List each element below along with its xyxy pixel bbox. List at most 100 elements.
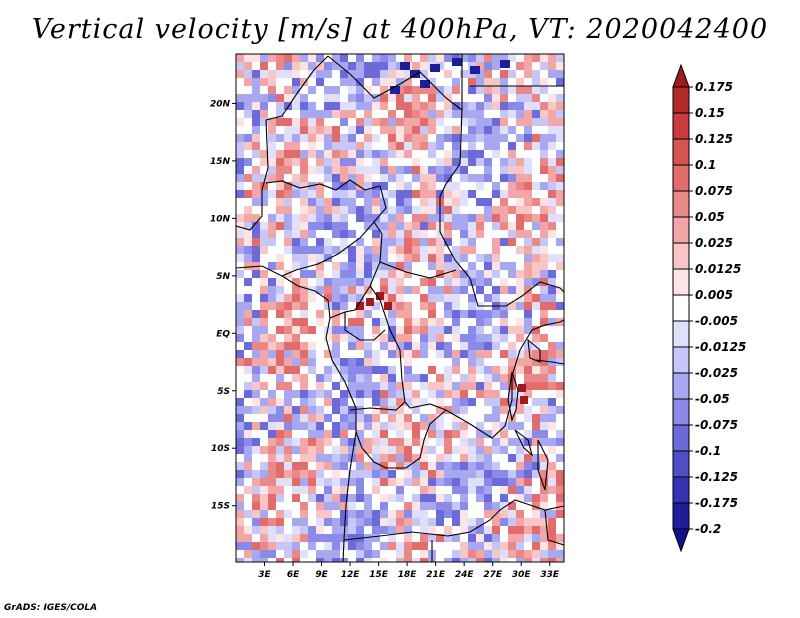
colorbar-label: 0.1 <box>695 158 716 172</box>
field-cell <box>260 62 268 70</box>
field-cell <box>316 166 324 174</box>
field-cell <box>276 142 284 150</box>
field-cell <box>500 526 508 534</box>
field-cell <box>548 286 556 294</box>
field-cell <box>252 454 260 462</box>
field-cell <box>284 206 292 214</box>
field-cell <box>332 534 340 542</box>
field-cell <box>524 510 532 518</box>
field-cell <box>420 342 428 350</box>
field-cell <box>284 438 292 446</box>
field-cell <box>252 446 260 454</box>
field-cell <box>428 158 436 166</box>
field-cell <box>548 198 556 206</box>
field-cell <box>268 294 276 302</box>
field-cell <box>396 134 404 142</box>
field-cell <box>532 518 540 526</box>
field-cell-strong <box>430 64 440 72</box>
field-cell <box>372 374 380 382</box>
field-cell <box>556 278 564 286</box>
field-cell <box>284 462 292 470</box>
field-cell <box>500 326 508 334</box>
field-cell <box>380 174 388 182</box>
field-cell <box>332 350 340 358</box>
field-cell <box>444 86 452 94</box>
field-cell <box>244 150 252 158</box>
field-cell <box>548 334 556 342</box>
field-cell <box>548 558 556 562</box>
field-cell <box>452 486 460 494</box>
field-cell <box>420 278 428 286</box>
field-cell <box>348 342 356 350</box>
field-cell <box>508 134 516 142</box>
field-cell <box>380 134 388 142</box>
field-cell <box>436 542 444 550</box>
field-cell <box>300 246 308 254</box>
field-cell <box>524 62 532 70</box>
field-cell <box>556 62 564 70</box>
field-cell <box>356 366 364 374</box>
field-cell <box>308 142 316 150</box>
field-cell <box>348 478 356 486</box>
field-cell <box>300 310 308 318</box>
field-cell <box>276 86 284 94</box>
field-cell <box>516 542 524 550</box>
field-cell <box>356 350 364 358</box>
field-cell <box>492 326 500 334</box>
field-cell <box>284 326 292 334</box>
field-cell <box>420 262 428 270</box>
field-cell <box>364 494 372 502</box>
field-cell <box>420 454 428 462</box>
field-cell <box>388 278 396 286</box>
field-cell <box>340 62 348 70</box>
field-cell <box>460 102 468 110</box>
field-cell <box>548 150 556 158</box>
field-cell <box>396 70 404 78</box>
field-cell <box>356 494 364 502</box>
field-cell <box>540 398 548 406</box>
field-cell <box>420 334 428 342</box>
lon-tick-label: 15E <box>369 570 389 580</box>
field-cell <box>308 222 316 230</box>
field-cell <box>300 414 308 422</box>
field-cell <box>388 246 396 254</box>
field-cell <box>556 270 564 278</box>
field-cell <box>476 118 484 126</box>
field-cell <box>364 166 372 174</box>
field-cell <box>372 350 380 358</box>
field-cell-strong <box>410 70 420 78</box>
field-cell <box>412 350 420 358</box>
field-cell <box>324 406 332 414</box>
field-cell <box>244 374 252 382</box>
field-cell <box>548 422 556 430</box>
field-cell <box>404 278 412 286</box>
field-cell <box>364 246 372 254</box>
field-cell <box>484 86 492 94</box>
field-cell <box>492 270 500 278</box>
field-cell <box>372 174 380 182</box>
field-cell <box>300 542 308 550</box>
field-cell <box>340 478 348 486</box>
field-cell <box>556 390 564 398</box>
field-cell <box>404 350 412 358</box>
field-cell <box>412 286 420 294</box>
field-cell <box>484 134 492 142</box>
field-cell <box>412 318 420 326</box>
field-cell <box>428 174 436 182</box>
colorbar-label: 0.15 <box>695 106 725 120</box>
field-cell <box>340 174 348 182</box>
field-cell <box>356 110 364 118</box>
field-cell <box>468 382 476 390</box>
field-cell <box>556 310 564 318</box>
field-cell <box>412 158 420 166</box>
field-cell <box>404 414 412 422</box>
field-cell <box>404 470 412 478</box>
field-cell <box>540 214 548 222</box>
field-cell <box>372 182 380 190</box>
field-cell <box>428 190 436 198</box>
field-cell <box>324 150 332 158</box>
field-cell <box>492 438 500 446</box>
field-cell <box>332 270 340 278</box>
field-cell <box>500 310 508 318</box>
field-cell <box>276 422 284 430</box>
